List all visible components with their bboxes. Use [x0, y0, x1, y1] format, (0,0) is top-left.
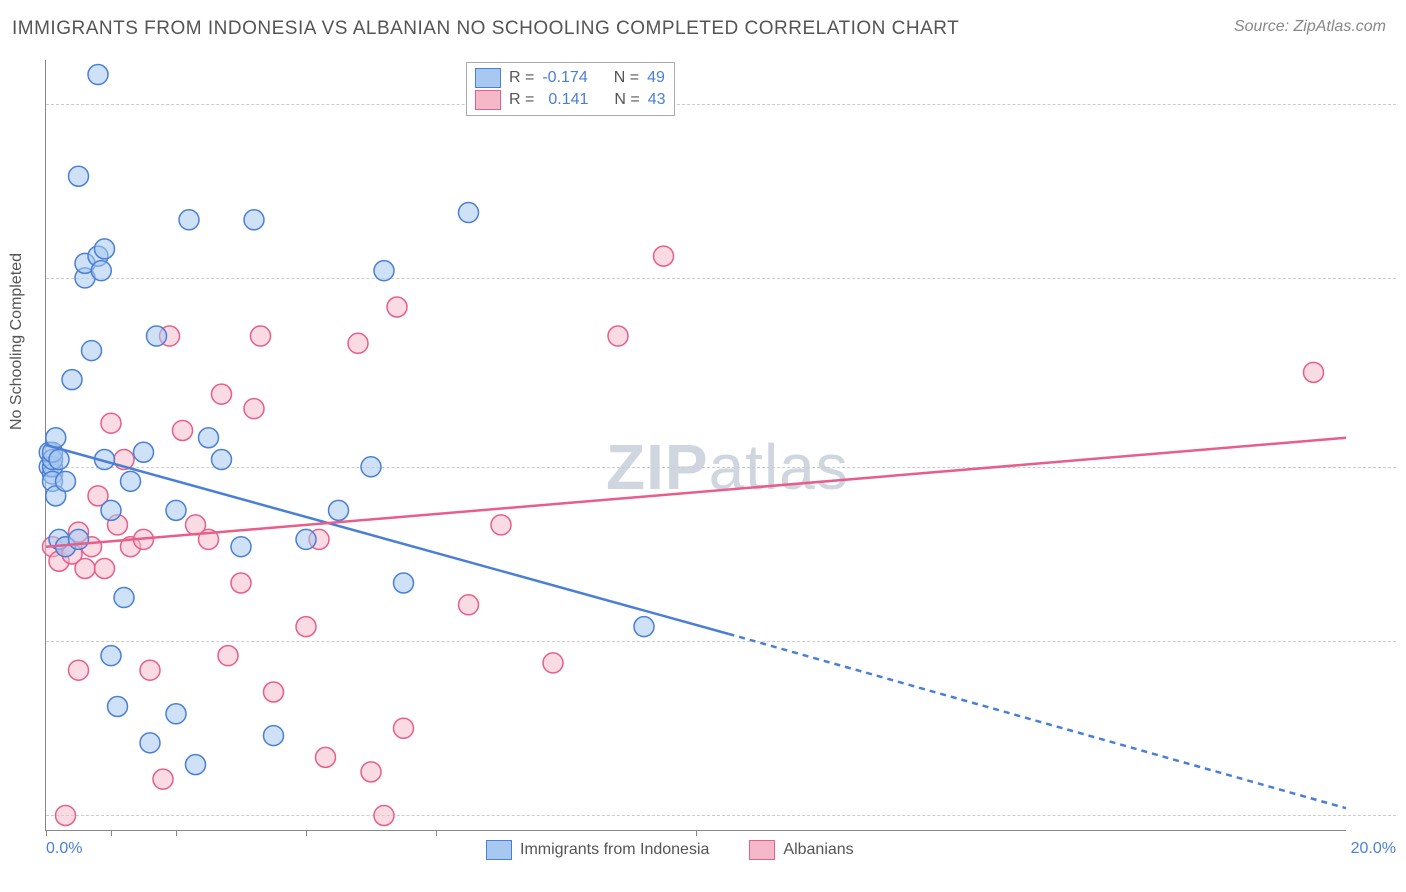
scatter-point — [264, 726, 284, 746]
scatter-point — [361, 457, 381, 477]
scatter-point — [140, 660, 160, 680]
scatter-svg — [46, 60, 1346, 830]
legend-row-pink: R = 0.141 N = 43 — [475, 89, 666, 111]
scatter-point — [56, 805, 76, 825]
scatter-point — [95, 558, 115, 578]
scatter-point — [654, 246, 674, 266]
scatter-point — [69, 166, 89, 186]
scatter-point — [459, 595, 479, 615]
scatter-point — [218, 646, 238, 666]
legend-n-blue: 49 — [647, 69, 665, 87]
legend-n-label: N = — [614, 69, 639, 87]
legend-n-label: N = — [614, 91, 639, 109]
scatter-point — [244, 210, 264, 230]
scatter-point — [231, 537, 251, 557]
scatter-point — [166, 500, 186, 520]
scatter-point — [387, 297, 407, 317]
scatter-point — [459, 203, 479, 223]
scatter-point — [91, 261, 111, 281]
scatter-point — [95, 239, 115, 259]
scatter-point — [264, 682, 284, 702]
correlation-legend: R = -0.174 N = 49 R = 0.141 N = 43 — [466, 62, 675, 116]
scatter-point — [348, 333, 368, 353]
scatter-point — [134, 442, 154, 462]
scatter-point — [199, 428, 219, 448]
series-legend-item-pink: Albanians — [749, 840, 853, 860]
legend-r-label: R = — [509, 69, 534, 87]
scatter-point — [634, 617, 654, 637]
scatter-point — [69, 660, 89, 680]
legend-r-label: R = — [509, 91, 534, 109]
scatter-point — [147, 326, 167, 346]
legend-swatch-pink — [749, 840, 775, 860]
legend-r-pink: 0.141 — [542, 91, 588, 109]
y-axis-label: No Schooling Completed — [8, 253, 26, 430]
scatter-point — [244, 399, 264, 419]
legend-swatch-blue — [475, 68, 501, 88]
scatter-point — [173, 420, 193, 440]
scatter-point — [121, 471, 141, 491]
scatter-point — [212, 384, 232, 404]
scatter-point — [394, 718, 414, 738]
series-name-blue: Immigrants from Indonesia — [520, 841, 709, 859]
scatter-point — [251, 326, 271, 346]
scatter-point — [231, 573, 251, 593]
scatter-point — [114, 588, 134, 608]
scatter-point — [166, 704, 186, 724]
legend-swatch-pink — [475, 90, 501, 110]
series-legend: Immigrants from Indonesia Albanians — [486, 840, 854, 860]
legend-r-blue: -0.174 — [542, 69, 587, 87]
scatter-point — [394, 573, 414, 593]
source-attribution: Source: ZipAtlas.com — [1234, 18, 1386, 36]
scatter-point — [101, 500, 121, 520]
scatter-point — [361, 762, 381, 782]
scatter-point — [316, 747, 336, 767]
legend-n-pink: 43 — [648, 91, 666, 109]
scatter-point — [140, 733, 160, 753]
scatter-point — [1304, 362, 1324, 382]
scatter-point — [374, 261, 394, 281]
scatter-point — [108, 697, 128, 717]
scatter-point — [101, 646, 121, 666]
scatter-point — [212, 450, 232, 470]
scatter-point — [88, 65, 108, 85]
scatter-point — [608, 326, 628, 346]
scatter-point — [82, 341, 102, 361]
chart-title: IMMIGRANTS FROM INDONESIA VS ALBANIAN NO… — [12, 18, 959, 40]
scatter-point — [56, 471, 76, 491]
scatter-point — [62, 370, 82, 390]
scatter-point — [153, 769, 173, 789]
scatter-point — [179, 210, 199, 230]
scatter-point — [543, 653, 563, 673]
scatter-point — [296, 529, 316, 549]
trend-line — [46, 438, 1346, 547]
scatter-point — [186, 755, 206, 775]
scatter-point — [491, 515, 511, 535]
trend-line — [729, 634, 1347, 808]
series-legend-item-blue: Immigrants from Indonesia — [486, 840, 709, 860]
series-name-pink: Albanians — [783, 841, 853, 859]
scatter-point — [101, 413, 121, 433]
scatter-point — [69, 529, 89, 549]
plot-area: ZIPatlas 1.3%2.5%3.8%5.0% 0.0% 20.0% R =… — [45, 60, 1346, 831]
scatter-point — [75, 558, 95, 578]
legend-swatch-blue — [486, 840, 512, 860]
scatter-point — [329, 500, 349, 520]
scatter-point — [374, 805, 394, 825]
x-axis-max-label: 20.0% — [1351, 840, 1396, 858]
scatter-point — [49, 450, 69, 470]
x-axis-min-label: 0.0% — [46, 840, 82, 858]
legend-row-blue: R = -0.174 N = 49 — [475, 67, 666, 89]
scatter-point — [296, 617, 316, 637]
